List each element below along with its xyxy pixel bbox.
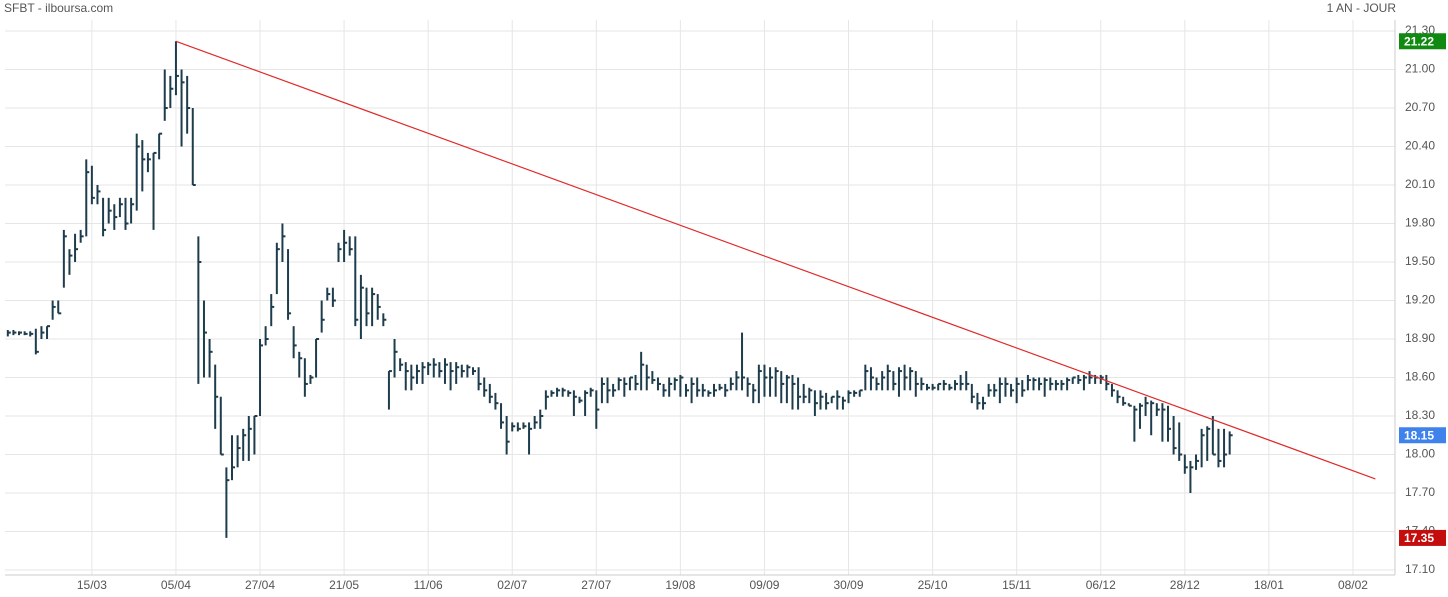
y-tick-label: 19.50 xyxy=(1405,254,1435,268)
chart-subtitle: 1 AN - JOUR xyxy=(1327,1,1397,15)
price-badge-label: 17.35 xyxy=(1404,531,1434,545)
x-tick-label: 11/06 xyxy=(414,578,443,592)
price-badge-label: 18.15 xyxy=(1404,428,1434,442)
x-tick-label: 15/03 xyxy=(77,578,107,592)
price-badge xyxy=(1399,427,1446,444)
y-tick-label: 17.10 xyxy=(1405,562,1435,576)
y-tick-label: 19.80 xyxy=(1405,216,1435,230)
x-tick-label: 02/07 xyxy=(497,578,527,592)
y-tick-label: 21.00 xyxy=(1405,62,1435,76)
x-tick-label: 30/09 xyxy=(834,578,864,592)
price-badge xyxy=(1399,33,1446,50)
x-tick-label: 06/12 xyxy=(1086,578,1116,592)
price-badge-label: 21.22 xyxy=(1404,34,1434,48)
x-tick-label: 19/08 xyxy=(665,578,695,592)
trendline xyxy=(175,40,1376,480)
x-tick-label: 15/11 xyxy=(1002,578,1031,592)
y-tick-label: 20.70 xyxy=(1405,100,1435,114)
price-badge xyxy=(1399,529,1446,546)
y-tick-label: 18.00 xyxy=(1405,447,1435,461)
y-tick-label: 17.70 xyxy=(1405,485,1435,499)
x-tick-label: 28/12 xyxy=(1170,578,1200,592)
y-tick-label: 18.30 xyxy=(1405,408,1435,422)
x-tick-label: 21/05 xyxy=(329,578,359,592)
x-tick-label: 08/02 xyxy=(1338,578,1368,592)
y-tick-label: 20.10 xyxy=(1405,177,1435,191)
y-tick-label: 18.90 xyxy=(1405,331,1435,345)
x-tick-label: 27/04 xyxy=(245,578,275,592)
x-tick-label: 09/09 xyxy=(749,578,779,592)
x-tick-label: 27/07 xyxy=(581,578,611,592)
x-tick-label: 25/10 xyxy=(918,578,948,592)
x-tick-label: 18/01 xyxy=(1254,578,1284,592)
chart-title: SFBT - ilboursa.com xyxy=(4,1,113,15)
x-tick-label: 05/04 xyxy=(161,578,191,592)
y-tick-label: 18.60 xyxy=(1405,370,1435,384)
y-tick-label: 20.40 xyxy=(1405,139,1435,153)
y-tick-label: 19.20 xyxy=(1405,293,1435,307)
